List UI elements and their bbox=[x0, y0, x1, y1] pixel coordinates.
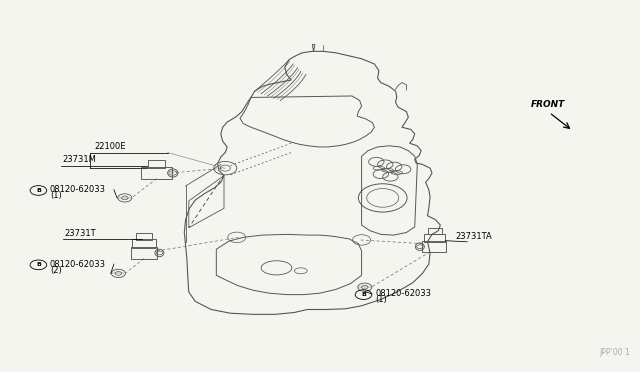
Text: 08120-62033: 08120-62033 bbox=[375, 289, 431, 298]
Text: B: B bbox=[36, 262, 41, 267]
Text: 08120-62033: 08120-62033 bbox=[50, 185, 106, 194]
Text: FRONT: FRONT bbox=[531, 100, 566, 109]
Text: (1): (1) bbox=[375, 295, 387, 304]
Text: B: B bbox=[36, 188, 41, 193]
Text: 22100E: 22100E bbox=[95, 142, 126, 151]
Text: B: B bbox=[361, 292, 366, 297]
Text: (2): (2) bbox=[50, 266, 61, 275]
Text: (1): (1) bbox=[50, 191, 61, 200]
Text: 23731M: 23731M bbox=[63, 155, 97, 164]
Text: 08120-62033: 08120-62033 bbox=[50, 260, 106, 269]
Text: 23731TA: 23731TA bbox=[456, 232, 492, 241]
Text: JPP’00 1: JPP’00 1 bbox=[600, 348, 630, 357]
Text: 23731T: 23731T bbox=[64, 229, 95, 238]
